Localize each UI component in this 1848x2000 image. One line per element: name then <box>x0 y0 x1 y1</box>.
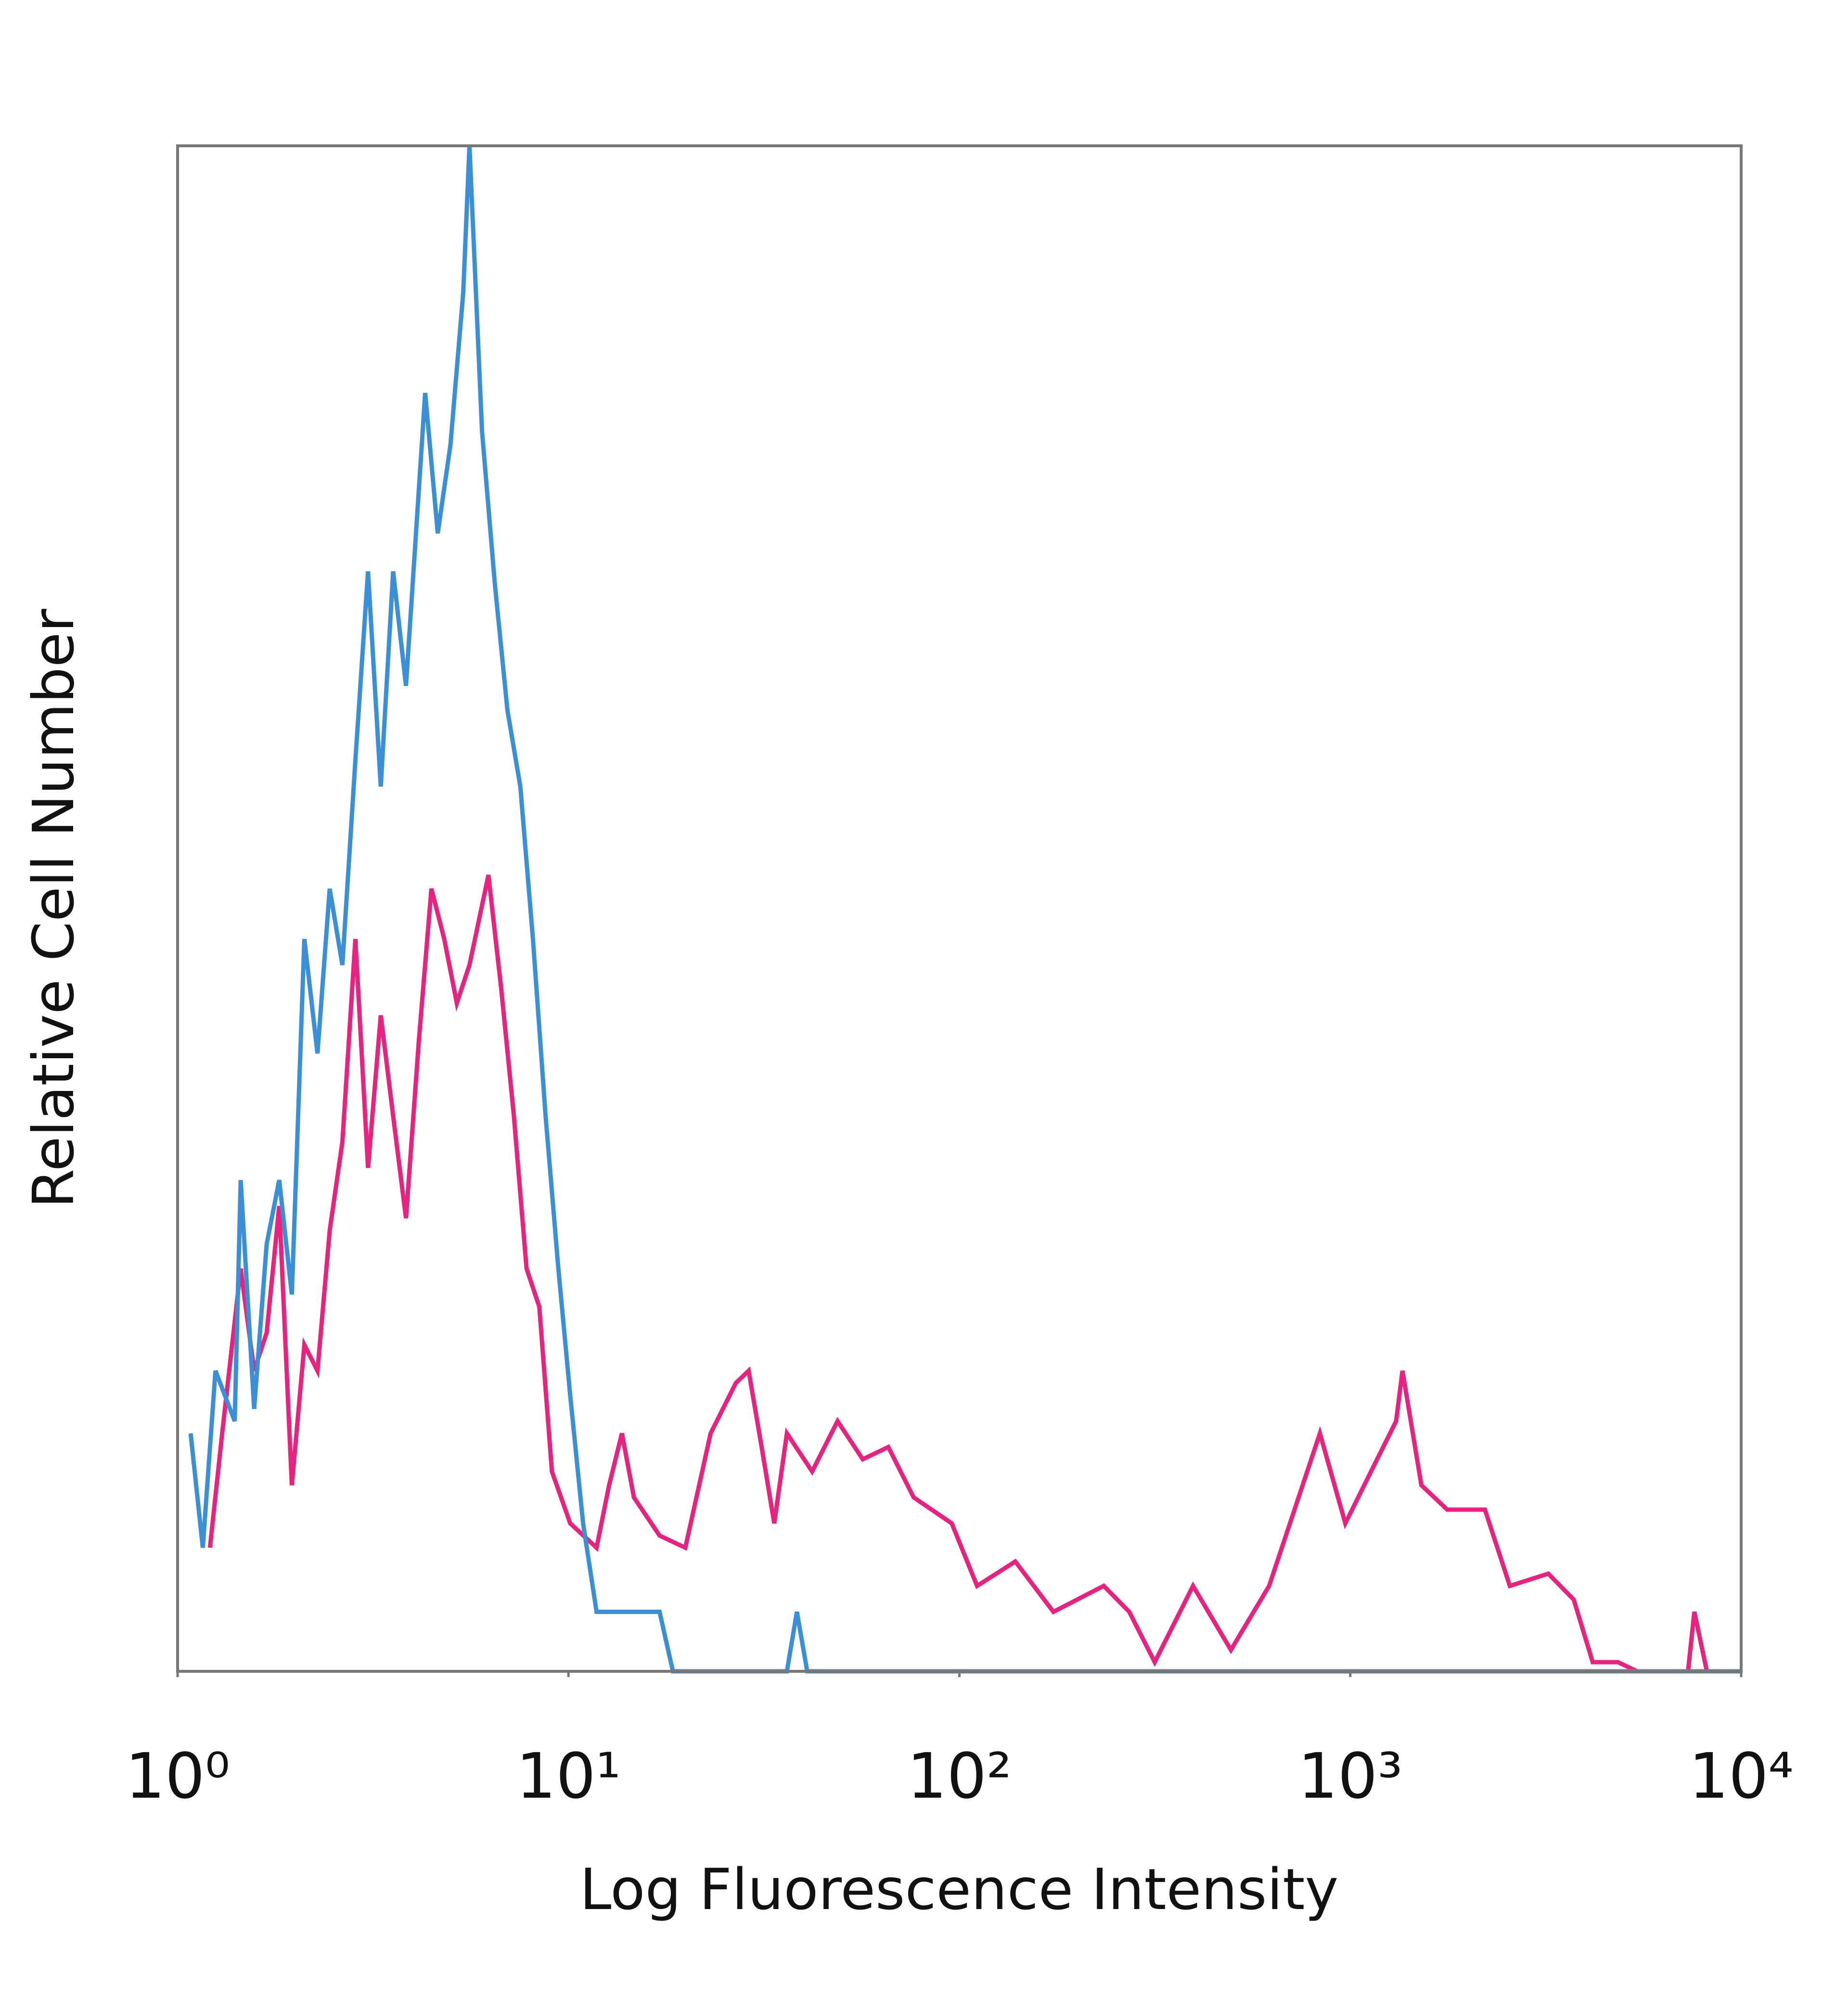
x-tick-label: 10⁰ <box>125 1740 230 1813</box>
series-line <box>188 145 1741 1674</box>
x-tick-label: 10³ <box>1298 1740 1403 1813</box>
x-tick-label: 10¹ <box>516 1740 621 1813</box>
x-tick-label: 10⁴ <box>1689 1740 1794 1813</box>
plot-frame <box>176 144 1743 1673</box>
y-axis-title: Relative Cell Number <box>20 609 87 1208</box>
x-axis-title: Log Fluorescence Intensity <box>580 1856 1339 1923</box>
series-line <box>207 874 1741 1674</box>
x-tick-label: 10² <box>907 1740 1012 1813</box>
